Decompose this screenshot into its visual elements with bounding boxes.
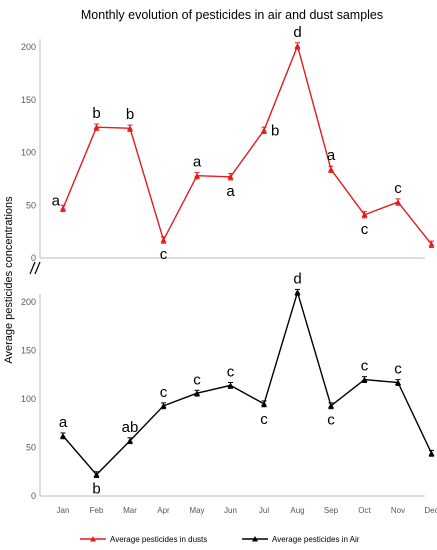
data-point	[328, 166, 334, 172]
data-point	[60, 205, 66, 211]
significance-letter: a	[52, 192, 61, 209]
data-point	[294, 289, 301, 295]
data-point	[194, 172, 200, 179]
y-axis-label: Average pesticides concentrations	[3, 196, 15, 364]
significance-letter: a	[193, 154, 202, 171]
legend: Average pesticides in dusts Average pesti…	[80, 535, 360, 544]
significance-letter: c	[160, 384, 168, 401]
significance-letter: b	[126, 106, 134, 123]
x-tick-label: Feb	[90, 506, 104, 515]
x-tick-label: Apr	[157, 506, 170, 515]
legend-label: Average pesticides in Air	[272, 535, 360, 544]
y-tick-label: 50	[26, 443, 36, 453]
y-tick-label: 100	[21, 148, 36, 158]
y-tick-label: 150	[21, 95, 36, 105]
axis-break-mark	[34, 261, 41, 275]
x-tick-label: Mar	[123, 506, 137, 515]
significance-letter: c	[160, 246, 168, 263]
x-tick-label: Jun	[224, 506, 237, 515]
significance-letter: c	[227, 364, 235, 381]
data-point	[328, 402, 334, 409]
data-point	[294, 42, 301, 49]
significance-letter: b	[92, 105, 100, 122]
data-point	[93, 124, 100, 130]
x-tick-label: Sep	[324, 506, 339, 515]
chart-panels: 050100150200abbcaabdaccc050100150200abab…	[21, 24, 437, 515]
x-tick-label: Jan	[57, 506, 70, 515]
data-point	[428, 241, 435, 247]
data-point	[160, 237, 167, 243]
series-line	[62, 289, 433, 476]
chart-title: Monthly evolution of pesticides in air a…	[81, 8, 383, 22]
legend-marker	[90, 536, 96, 542]
y-tick-label: 50	[26, 200, 36, 210]
significance-letter: b	[271, 122, 279, 139]
data-point	[227, 382, 234, 388]
x-tick-label: Oct	[358, 506, 371, 515]
data-point	[60, 432, 66, 439]
significance-letter: a	[327, 147, 336, 164]
data-point	[160, 402, 167, 409]
axis-break-mark	[29, 261, 36, 275]
y-tick-label: 100	[21, 394, 36, 404]
y-tick-label: 0	[31, 253, 36, 263]
significance-letter: c	[394, 180, 402, 197]
significance-letter: c	[193, 371, 201, 388]
data-point	[194, 390, 200, 396]
significance-letter: d	[293, 24, 301, 41]
x-tick-label: Jul	[259, 506, 269, 515]
x-tick-label: Dec	[424, 506, 437, 515]
significance-letter: ab	[122, 419, 139, 436]
y-tick-label: 200	[21, 42, 36, 52]
data-point	[127, 125, 133, 131]
significance-letter: a	[59, 414, 68, 431]
significance-letter: c	[361, 221, 369, 238]
data-point	[361, 376, 368, 383]
x-tick-label: Aug	[290, 506, 304, 515]
data-point	[261, 127, 267, 133]
y-tick-label: 0	[31, 491, 36, 501]
y-tick-label: 150	[21, 346, 36, 356]
data-point	[127, 437, 133, 444]
data-point	[395, 379, 401, 386]
significance-letter: c	[361, 358, 369, 375]
panel-air: 050100150200ababccccdcccb	[21, 270, 435, 501]
significance-letter: c	[394, 361, 402, 378]
legend-label: Average pesticides in dusts	[110, 535, 207, 544]
data-point	[428, 450, 435, 456]
x-tick-label: May	[189, 506, 204, 515]
data-point	[261, 400, 267, 407]
significance-letter: c	[327, 412, 335, 429]
axis-break	[29, 261, 41, 275]
x-tick-label: Nov	[391, 506, 405, 515]
data-point	[227, 173, 234, 180]
legend-marker	[252, 536, 258, 542]
significance-letter: c	[260, 411, 268, 428]
panel-dusts: 050100150200abbcaabdaccc	[21, 24, 435, 263]
series-line	[62, 43, 433, 245]
y-tick-label: 200	[21, 297, 36, 307]
data-point	[93, 471, 100, 478]
data-point	[361, 211, 368, 218]
significance-letter: b	[92, 481, 100, 498]
significance-letter: a	[226, 183, 235, 200]
significance-letter: d	[293, 270, 301, 287]
data-point	[395, 199, 401, 205]
